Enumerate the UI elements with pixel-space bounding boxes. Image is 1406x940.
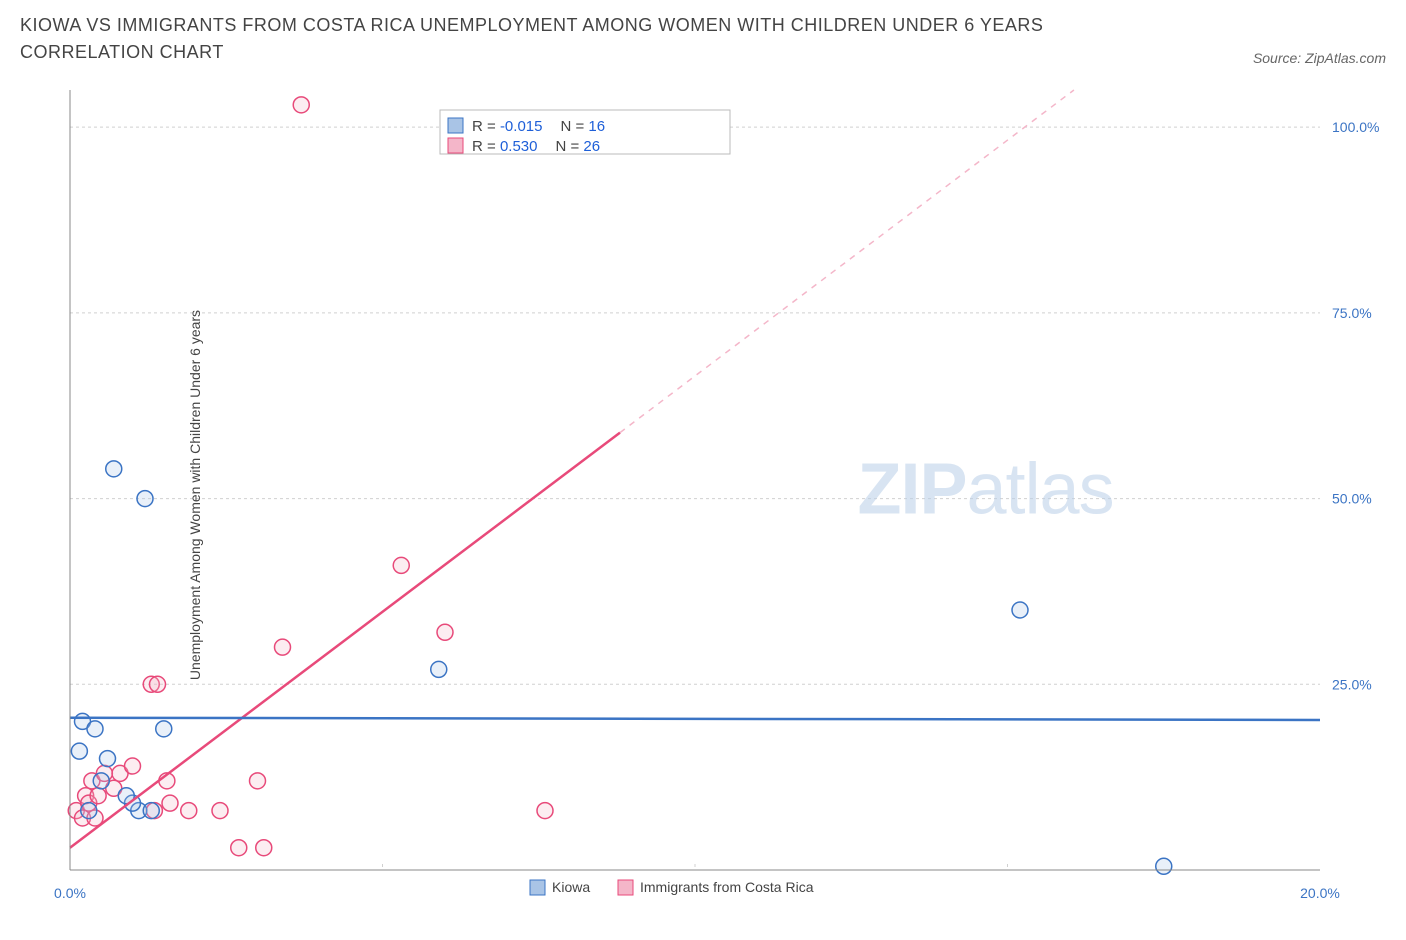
source-label: Source: ZipAtlas.com (1253, 50, 1386, 66)
watermark: ZIPatlas (858, 449, 1114, 529)
ytick-label: 75.0% (1332, 305, 1372, 321)
legend-label: Kiowa (552, 879, 590, 895)
legend-stat-row: R = 0.530N = 26 (472, 138, 600, 155)
xtick-label: 0.0% (54, 885, 86, 901)
y-axis-label: Unemployment Among Women with Children U… (187, 310, 203, 680)
xtick-label: 20.0% (1300, 885, 1340, 901)
legend-label: Immigrants from Costa Rica (640, 879, 814, 895)
legend-swatch (618, 880, 633, 895)
scatter-chart: ZIPatlas 25.0% 50.0% 75.0% 100.0% 0.0% 20.0% R … (20, 70, 1386, 940)
chart-container: Unemployment Among Women with Children U… (20, 70, 1386, 920)
ytick-label: 25.0% (1332, 676, 1372, 692)
svg-text:ZIPatlas: ZIPatlas (858, 449, 1114, 529)
ytick-label: 50.0% (1332, 491, 1372, 507)
legend-stat-row: R = -0.015N = 16 (472, 118, 605, 135)
chart-title: KIOWA VS IMMIGRANTS FROM COSTA RICA UNEM… (20, 12, 1170, 66)
legend-swatch (530, 880, 545, 895)
ytick-label: 100.0% (1332, 119, 1379, 135)
